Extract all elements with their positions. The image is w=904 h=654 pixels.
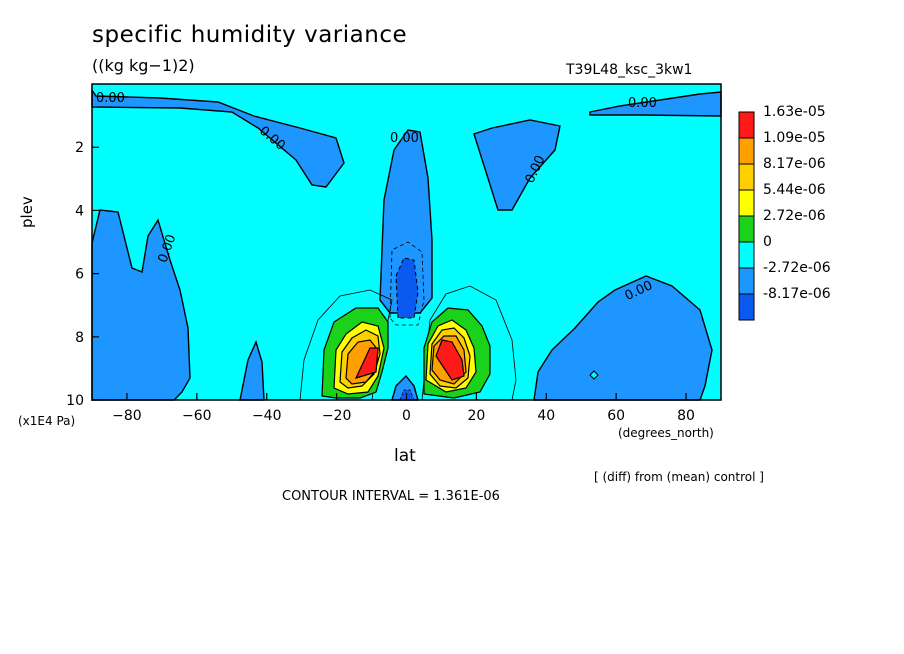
y-tick-label: 10 [66,393,84,409]
x-tick-label: −80 [112,408,142,424]
neg-region-north-bump [473,119,561,211]
colorbar-label: 1.09e-05 [763,130,826,146]
x-tick-label: 20 [467,408,485,424]
y-tick-label: 2 [75,140,84,156]
colorbar-swatch [738,267,755,295]
colorbar-label: 2.72e-06 [763,208,826,224]
contour-interval: CONTOUR INTERVAL = 1.361E-06 [282,489,500,504]
neg-region-top-left [91,87,345,188]
y-tick-label: 6 [75,267,84,283]
colorbar-label: 1.63e-05 [763,104,826,120]
x-axis-unit: (degrees_north) [618,426,714,440]
contour-label-0: 0.00 [96,91,125,106]
x-tick-label: −60 [182,408,212,424]
colorbar-swatch [738,189,755,217]
colorbar-swatch [738,241,755,269]
x-tick-label: 60 [607,408,625,424]
negative-regions [91,87,722,401]
colorbar-swatch [738,163,755,191]
neg-dashed-contour [389,241,425,326]
colorbar-swatch [738,111,755,139]
contour-label-3: 0.00 [628,96,657,111]
colorbar-label: 0 [763,234,772,250]
diff-note: [ (diff) from (mean) control ] [594,470,764,484]
y-axis-unit: (x1E4 Pa) [18,414,76,428]
y-tick-label: 8 [75,330,84,346]
y-axis-label: plev [18,196,36,228]
colorbar-swatch [738,215,755,243]
neg-region-south-lower [91,209,191,401]
colorbar-label: 8.17e-06 [763,156,826,172]
colorbar-swatch [738,293,755,321]
x-tick-label: 40 [537,408,555,424]
colorbar: 1.63e-05 1.09e-05 8.17e-06 5.44e-06 2.72e-06… [738,104,831,321]
chart-units: ((kg kg−1)2) [92,56,195,75]
contour-label-2: 0.00 [390,131,419,146]
neg-region-north-lower [533,275,713,401]
pos-north-l5 [435,339,465,381]
colorbar-label: -2.72e-06 [763,260,831,276]
x-tick-label: −40 [252,408,282,424]
colorbar-label: -8.17e-06 [763,286,831,302]
colorbar-label: 5.44e-06 [763,182,826,198]
neg-core [395,257,419,319]
pos-south-l5 [354,347,379,379]
x-axis-label: lat [394,446,416,466]
chart-title: specific humidity variance [92,22,408,48]
small-island-contour [589,370,599,380]
axis-ticks: −80 −60 −40 −20 0 20 40 60 80 2 4 6 8 10 [66,140,695,424]
x-tick-label: 80 [677,408,695,424]
run-label: T39L48_ksc_3kw1 [566,62,693,78]
x-tick-label: 0 [402,408,411,424]
colorbar-swatch [738,137,755,165]
x-tick-label: −20 [322,408,352,424]
y-tick-label: 4 [75,203,84,219]
